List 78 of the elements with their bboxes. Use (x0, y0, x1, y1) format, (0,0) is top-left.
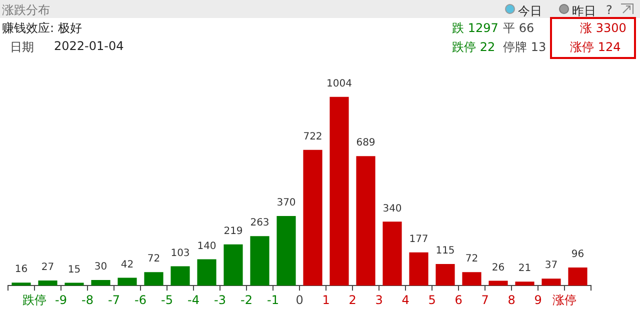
x-tick-label: 涨停 (552, 292, 576, 307)
data-label: 16 (14, 264, 28, 276)
text: 跌停 22 (452, 39, 496, 56)
data-label: 37 (544, 260, 558, 272)
x-tick-label: 7 (481, 292, 489, 307)
data-label: 72 (147, 254, 160, 265)
text: 涨停 124 (570, 39, 621, 56)
data-label: 103 (170, 248, 190, 259)
x-tick-label: 8 (508, 292, 516, 307)
text: 涨 3300 (580, 20, 626, 37)
bar (91, 280, 110, 286)
data-label: 370 (276, 198, 296, 209)
data-label: 140 (197, 240, 216, 252)
text: 平 66 (503, 20, 534, 37)
data-label: 96 (571, 249, 584, 260)
x-tick-label: 5 (428, 292, 436, 307)
data-label: 219 (224, 226, 243, 238)
text: 跌 1297 (452, 20, 498, 37)
x-tick-label: -6 (134, 292, 146, 307)
x-tick-label: -8 (82, 292, 94, 307)
bar (250, 236, 270, 286)
data-label: 26 (492, 262, 505, 274)
x-tick-label: -7 (108, 292, 120, 307)
data-label: 689 (356, 138, 376, 149)
x-tick-label: -1 (267, 292, 279, 307)
data-label: 15 (68, 264, 81, 276)
bar (382, 222, 402, 286)
data-label: 263 (250, 218, 270, 229)
bar (303, 150, 322, 286)
data-label: 1004 (326, 78, 352, 90)
x-tick-label: -2 (240, 292, 252, 307)
text: 停牌 13 (503, 39, 546, 56)
x-tick-label: 9 (534, 292, 542, 307)
bar (515, 282, 534, 286)
x-tick-label: 1 (322, 292, 330, 307)
x-tick-label: -9 (55, 292, 67, 307)
bar (144, 272, 164, 286)
data-label: 722 (303, 131, 322, 142)
bar (488, 280, 508, 286)
data-label: 340 (382, 203, 402, 214)
bar (118, 278, 137, 286)
x-tick-label: 跌停 (22, 292, 46, 307)
bar (38, 280, 58, 286)
text: 今日 (518, 3, 542, 20)
bar (224, 244, 243, 286)
x-tick-label: 2 (348, 292, 356, 307)
x-tick-label: 3 (375, 292, 383, 307)
bar (64, 282, 84, 286)
bar (12, 282, 31, 286)
text: 2022-01-04 (54, 39, 124, 53)
x-tick-label: 0 (296, 292, 304, 307)
bar (462, 272, 482, 286)
text: ? (606, 3, 612, 17)
bar (276, 216, 296, 286)
bar (330, 96, 349, 286)
data-label: 115 (436, 246, 455, 257)
x-tick-label: -3 (214, 292, 226, 307)
data-label: 27 (41, 262, 54, 274)
text: 昨日 (572, 3, 596, 20)
bar (436, 264, 455, 286)
data-label: 72 (465, 254, 478, 265)
bar (356, 156, 376, 286)
chart-title: 涨跌分布 (2, 2, 50, 19)
x-tick-label: 6 (454, 292, 462, 307)
data-label: 177 (409, 234, 428, 245)
bar (568, 268, 588, 286)
data-label: 30 (94, 262, 108, 273)
x-tick-label: 4 (402, 292, 410, 307)
bar (542, 278, 561, 286)
bar (197, 259, 216, 286)
data-label: 42 (120, 259, 134, 270)
bar (170, 266, 190, 286)
text: 日期 (10, 39, 34, 56)
x-tick-label: -4 (188, 292, 200, 307)
data-label: 21 (518, 263, 532, 274)
bar (409, 252, 428, 286)
text: 赚钱效应: 极好 (2, 20, 82, 37)
x-tick-label: -5 (161, 292, 173, 307)
